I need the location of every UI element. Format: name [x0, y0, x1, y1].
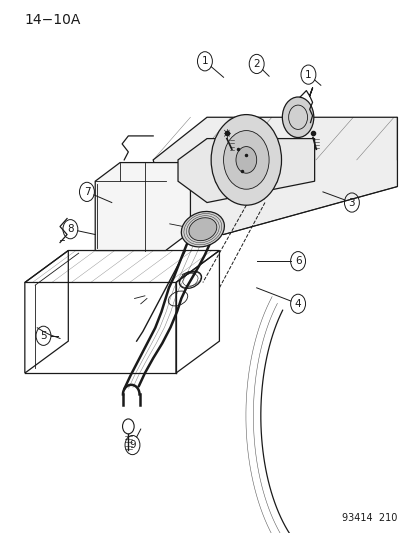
- Text: 1: 1: [304, 70, 311, 79]
- Polygon shape: [95, 163, 190, 251]
- Text: 14−10A: 14−10A: [25, 13, 81, 27]
- Ellipse shape: [181, 212, 224, 247]
- Circle shape: [282, 97, 313, 138]
- Circle shape: [235, 147, 256, 173]
- Polygon shape: [178, 139, 314, 203]
- Ellipse shape: [188, 217, 216, 241]
- Polygon shape: [153, 117, 396, 235]
- Circle shape: [211, 115, 281, 205]
- Text: 1: 1: [201, 56, 208, 66]
- Text: 5: 5: [40, 331, 47, 341]
- Text: 93414  210: 93414 210: [341, 513, 396, 523]
- Text: 4: 4: [294, 299, 301, 309]
- Text: 2: 2: [253, 59, 259, 69]
- Text: 3: 3: [348, 198, 354, 207]
- Text: 8: 8: [67, 224, 74, 234]
- Text: 6: 6: [294, 256, 301, 266]
- Circle shape: [223, 131, 268, 189]
- Text: 7: 7: [83, 187, 90, 197]
- Text: 9: 9: [129, 440, 135, 450]
